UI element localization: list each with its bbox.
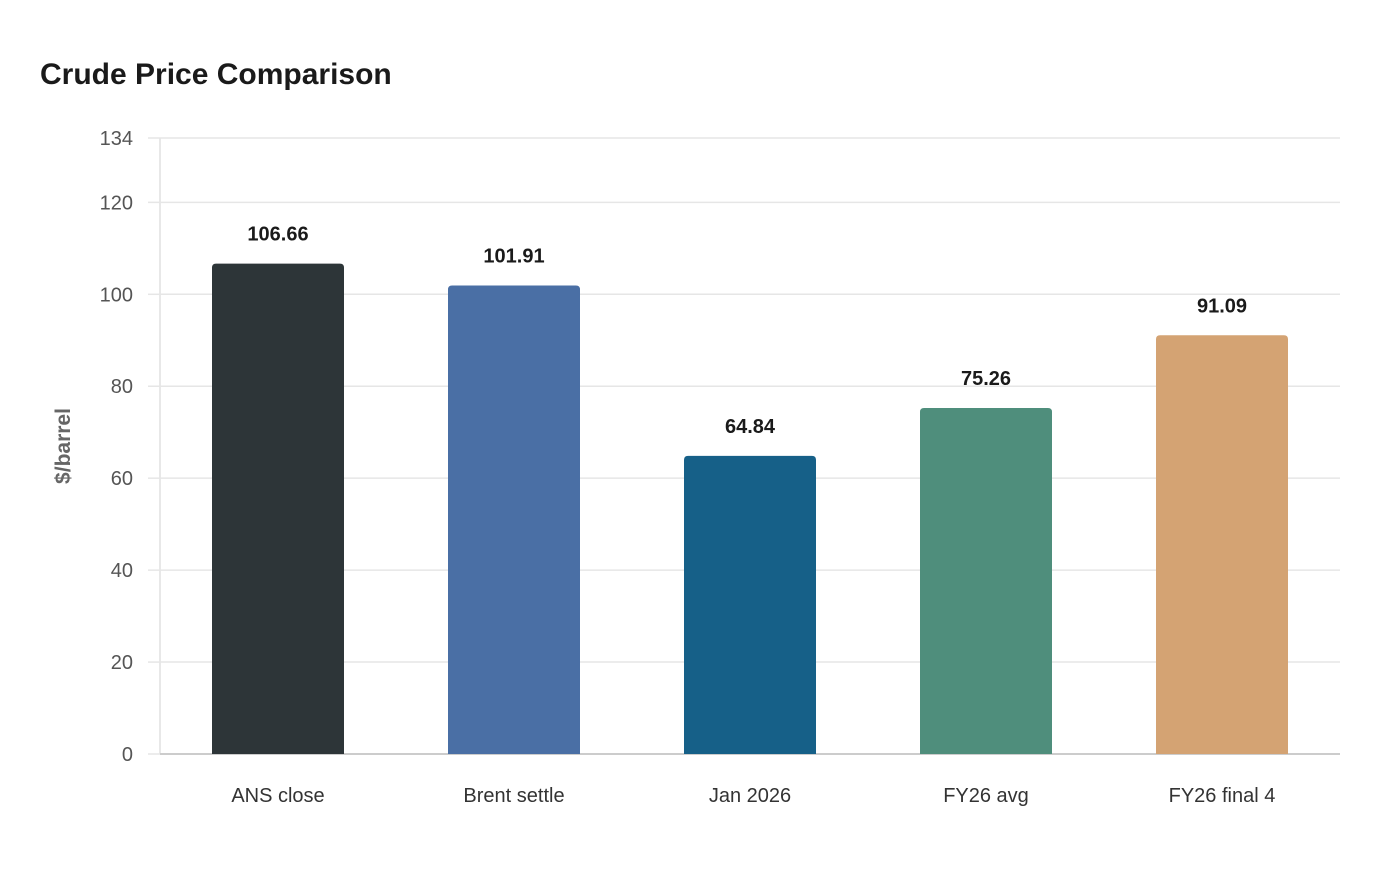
y-tick-label: 60 <box>111 468 133 490</box>
y-axis-title: $/barrel <box>52 408 75 484</box>
bar-fy26-final-4 <box>1156 335 1288 754</box>
y-tick-label: 120 <box>100 192 133 214</box>
bar-fy26-avg <box>920 408 1052 754</box>
bar-value-label: 106.66 <box>247 224 308 246</box>
y-tick-label: 20 <box>111 652 133 674</box>
bar-brent-settle <box>448 285 580 754</box>
y-tick-label: 0 <box>122 744 133 766</box>
y-tick-label: 80 <box>111 376 133 398</box>
bar-jan-2026 <box>684 455 816 754</box>
bar-value-label: 64.84 <box>725 416 776 438</box>
y-tick-label: 100 <box>100 284 133 306</box>
labels-layer: 106.66 ANS close 101.91 Brent settle 64.84 Ja… <box>231 224 1275 807</box>
grid-layer: 0 20 40 60 80 100 120 134 <box>100 128 1340 766</box>
x-category-label: Jan 2026 <box>709 785 791 807</box>
y-tick-label: 40 <box>111 560 133 582</box>
bar-value-label: 91.09 <box>1197 295 1247 317</box>
bar-value-label: 75.26 <box>961 368 1011 390</box>
bars-layer <box>212 263 1288 754</box>
bar-ans-close <box>212 263 344 754</box>
x-category-label: Brent settle <box>463 785 564 807</box>
y-tick-label: 134 <box>100 128 133 150</box>
x-category-label: ANS close <box>231 785 324 807</box>
bar-value-label: 101.91 <box>483 246 544 268</box>
chart-title: Crude Price Comparison <box>40 58 392 91</box>
x-category-label: FY26 avg <box>943 785 1029 807</box>
x-category-label: FY26 final 4 <box>1169 785 1276 807</box>
